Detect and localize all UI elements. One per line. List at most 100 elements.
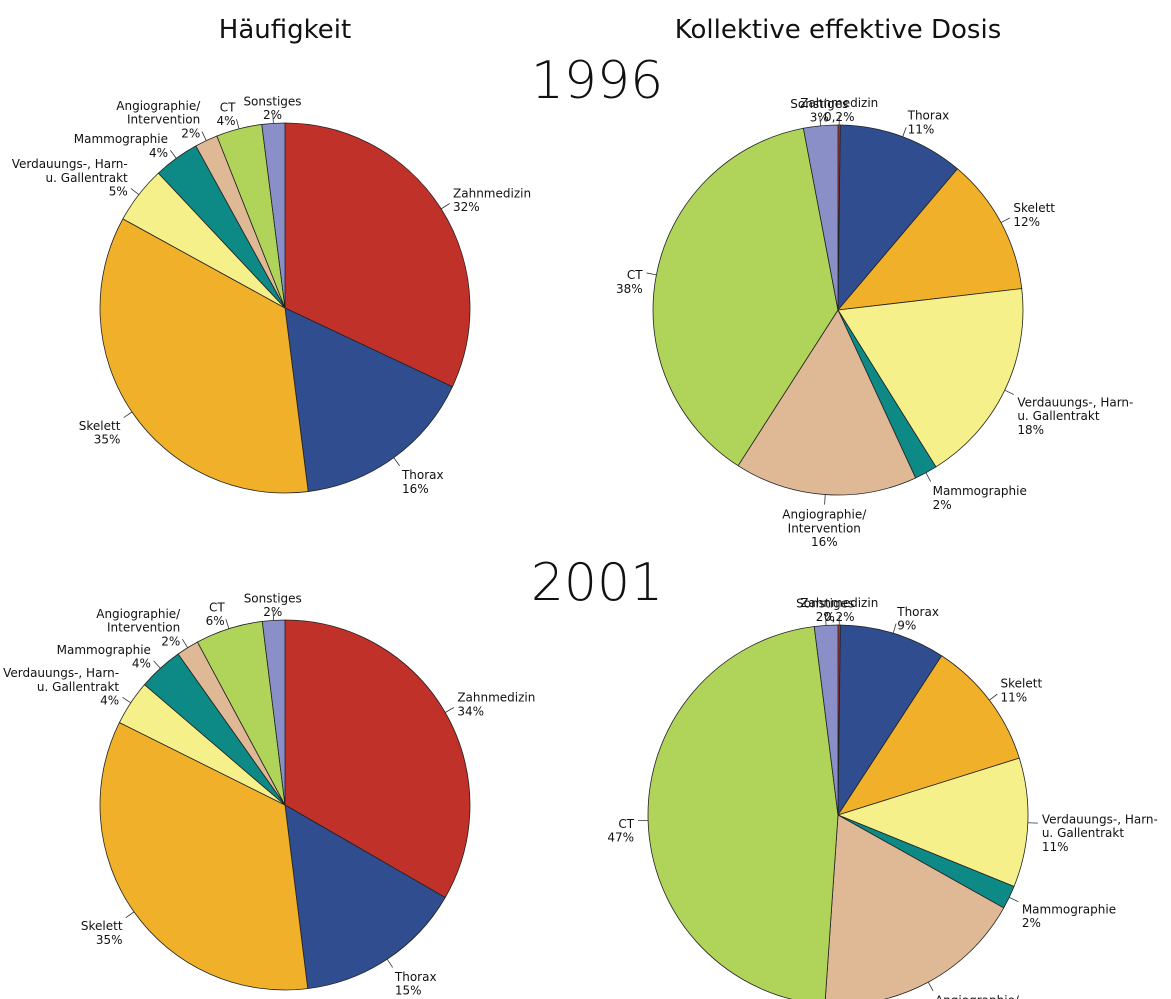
slice-label: Mammographie — [57, 643, 151, 657]
leader-line — [824, 494, 826, 505]
pie-slice — [837, 168, 1023, 311]
leader-line — [440, 203, 450, 210]
value-label: 12% — [1013, 215, 1040, 229]
pie-slice — [824, 814, 1005, 999]
year-label: 2001 — [531, 553, 663, 613]
leader-line — [123, 411, 133, 418]
pie-slice — [99, 218, 309, 494]
leader-line — [272, 610, 275, 621]
slice-label: Mammographie — [74, 132, 168, 146]
leader-line — [925, 472, 932, 482]
value-label: 11% — [1001, 691, 1028, 705]
pie-slice — [837, 124, 959, 312]
leader-line — [1004, 389, 1014, 395]
pie-slice — [284, 619, 471, 899]
value-label: 9% — [897, 619, 916, 633]
value-label: 4% — [216, 114, 235, 128]
leader-line — [386, 958, 394, 968]
slice-label: Thorax — [401, 468, 444, 482]
leader-line — [819, 115, 822, 126]
slice-label: Skelett — [1001, 677, 1043, 691]
pie-slice — [837, 655, 1020, 816]
leader-line — [201, 131, 207, 141]
slice-label: Skelett — [1013, 201, 1055, 215]
leader-line — [393, 457, 400, 466]
value-label: 2% — [263, 108, 282, 122]
slice-label: Angiographie/Intervention — [782, 508, 867, 536]
value-label: 16% — [811, 535, 838, 549]
slice-label: Thorax — [394, 970, 437, 984]
value-label: 35% — [96, 933, 123, 947]
slice-label: Zahnmedizin — [800, 96, 878, 110]
leader-line — [646, 272, 657, 276]
slice-label: Sonstiges — [243, 94, 301, 108]
leader-line — [122, 696, 132, 704]
slice-label: Angiographie/Intervention — [116, 99, 201, 127]
leader-line — [892, 623, 897, 634]
value-label: 4% — [100, 694, 119, 708]
slice-label: Verdauungs-, Harn-u. Gallentrakt — [12, 157, 128, 185]
value-label: 0,2% — [824, 110, 855, 124]
slice-label: Zahnmedizin — [453, 186, 531, 200]
leader-line — [170, 150, 177, 159]
slice-label: CT — [627, 268, 643, 282]
value-label: 4% — [149, 146, 168, 160]
leader-line — [125, 911, 135, 918]
year-label: 1996 — [531, 51, 663, 111]
value-label: 11% — [908, 122, 935, 136]
pie-slice — [284, 307, 453, 492]
leader-line — [182, 638, 188, 648]
leader-line — [445, 707, 455, 713]
value-label: 2% — [181, 127, 200, 141]
slice-label: Zahnmedizin — [800, 596, 878, 610]
slice-label: CT — [209, 600, 225, 614]
value-label: 11% — [1042, 840, 1069, 854]
slice-label: Skelett — [79, 419, 121, 433]
leader-line — [902, 127, 907, 137]
pie-slice — [284, 122, 471, 388]
value-label: 6% — [206, 614, 225, 628]
value-label: 35% — [94, 433, 121, 447]
slice-label: Angiographie/Intervention — [935, 993, 1020, 999]
slice-label: Skelett — [81, 919, 123, 933]
slice-label: Mammographie — [933, 484, 1027, 498]
slice-label: Verdauungs-, Harn-u. Gallentrakt — [3, 666, 119, 694]
leader-line — [989, 693, 998, 701]
leader-line — [1000, 217, 1011, 223]
leader-line — [236, 119, 240, 129]
value-label: 38% — [616, 282, 643, 296]
pie-slice — [261, 122, 286, 309]
slice-label: Sonstiges — [790, 97, 848, 111]
value-label: 32% — [453, 200, 480, 214]
slice-label: CT — [618, 817, 634, 831]
column-title: Häufigkeit — [219, 15, 351, 45]
value-label: 18% — [1017, 423, 1044, 437]
value-label: 16% — [402, 482, 429, 496]
value-label: 4% — [132, 657, 151, 671]
value-label: 3% — [810, 111, 829, 125]
slice-label: Thorax — [896, 605, 939, 619]
slice-label: Sonstiges — [244, 591, 302, 605]
slice-label: Verdauungs-, Harn-u. Gallentrakt — [1042, 812, 1158, 840]
slice-label: Angiographie/Intervention — [96, 607, 181, 635]
slice-label: Verdauungs-, Harn-u. Gallentrakt — [1017, 395, 1133, 423]
slice-label: Sonstiges — [796, 596, 854, 610]
pie-slice — [737, 309, 917, 496]
value-label: 2% — [263, 605, 282, 619]
leader-line — [130, 188, 140, 195]
value-label: 34% — [457, 704, 484, 718]
leader-line — [1009, 897, 1019, 903]
slice-label: Zahnmedizin — [457, 691, 535, 705]
pie-slice — [652, 127, 839, 467]
leader-line — [225, 619, 230, 629]
pie-slice — [802, 124, 839, 311]
slice-label: CT — [220, 100, 236, 114]
value-label: 2% — [933, 498, 952, 512]
value-label: 2% — [816, 610, 835, 624]
value-label: 5% — [109, 185, 128, 199]
slice-label: Mammographie — [1022, 902, 1116, 916]
pie-slice — [837, 288, 1024, 468]
value-label: 15% — [395, 984, 422, 998]
value-label: 0,2% — [824, 610, 855, 624]
